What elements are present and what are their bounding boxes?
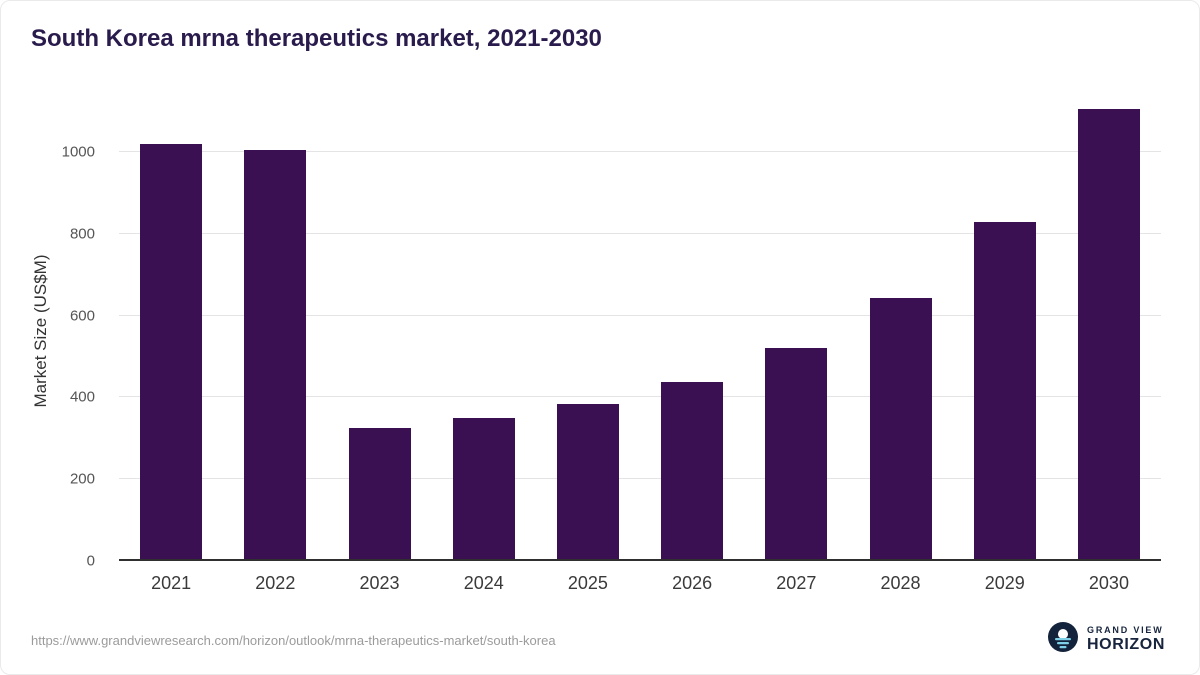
x-tick-label: 2022 (255, 573, 296, 593)
y-axis-ticks: 0 200 400 600 800 1000 (1, 101, 111, 570)
bar-slot (953, 101, 1057, 561)
brand-logo-line1: GRAND VIEW (1087, 624, 1164, 635)
bar-slot (744, 101, 848, 561)
bar-slot (223, 101, 327, 561)
bar-2025 (556, 404, 619, 561)
y-tick-label: 400 (69, 388, 95, 406)
bar-slot (536, 101, 640, 561)
gridline (119, 478, 1161, 480)
bar-slot (1057, 101, 1161, 561)
bar-2021 (140, 143, 203, 561)
bar-2028 (869, 298, 932, 561)
bar-slot (119, 101, 223, 561)
x-tick-label: 2024 (463, 573, 504, 593)
x-tick-label: 2028 (880, 573, 921, 593)
x-axis-line (119, 559, 1161, 561)
brand-logo-line2: HORIZON (1087, 635, 1165, 653)
bar-slot (640, 101, 744, 561)
gridline (119, 151, 1161, 153)
gridline (119, 314, 1161, 316)
chart-title: South Korea mrna therapeutics market, 20… (31, 25, 602, 52)
y-tick-label: 600 (69, 307, 95, 325)
x-tick-label: 2029 (984, 573, 1025, 593)
x-tick-label: 2030 (1088, 573, 1129, 593)
x-axis-labels: 2021 2022 2023 2024 2025 2026 2027 2028 2029 2030 (119, 573, 1161, 594)
bar-2024 (452, 417, 515, 561)
bar-2029 (973, 221, 1036, 561)
bar-2030 (1077, 109, 1140, 561)
brand-logo-text: GRAND VIEW HORIZON (1087, 624, 1165, 653)
bar-2027 (765, 348, 828, 561)
source-url: https://www.grandviewresearch.com/horizo… (31, 633, 556, 648)
bar-slot (848, 101, 952, 561)
y-tick-label: 200 (69, 470, 95, 488)
horizon-logo-icon (1047, 621, 1079, 658)
bar-slot (327, 101, 431, 561)
bar-2023 (348, 428, 411, 561)
x-tick-label: 2021 (151, 573, 192, 593)
x-tick-label: 2027 (776, 573, 817, 593)
gridline (119, 232, 1161, 234)
x-tick-label: 2025 (567, 573, 608, 593)
brand-logo: GRAND VIEW HORIZON (1047, 621, 1165, 658)
x-tick-label: 2026 (672, 573, 713, 593)
y-tick-label: 800 (69, 225, 95, 243)
bar-slot (432, 101, 536, 561)
y-tick-label: 0 (86, 552, 95, 570)
plot-area (119, 101, 1161, 561)
bar-2022 (244, 150, 307, 561)
x-tick-label: 2023 (359, 573, 400, 593)
bars (119, 101, 1161, 561)
bar-2026 (661, 382, 724, 561)
y-tick-label: 1000 (61, 143, 95, 161)
gridline (119, 396, 1161, 398)
